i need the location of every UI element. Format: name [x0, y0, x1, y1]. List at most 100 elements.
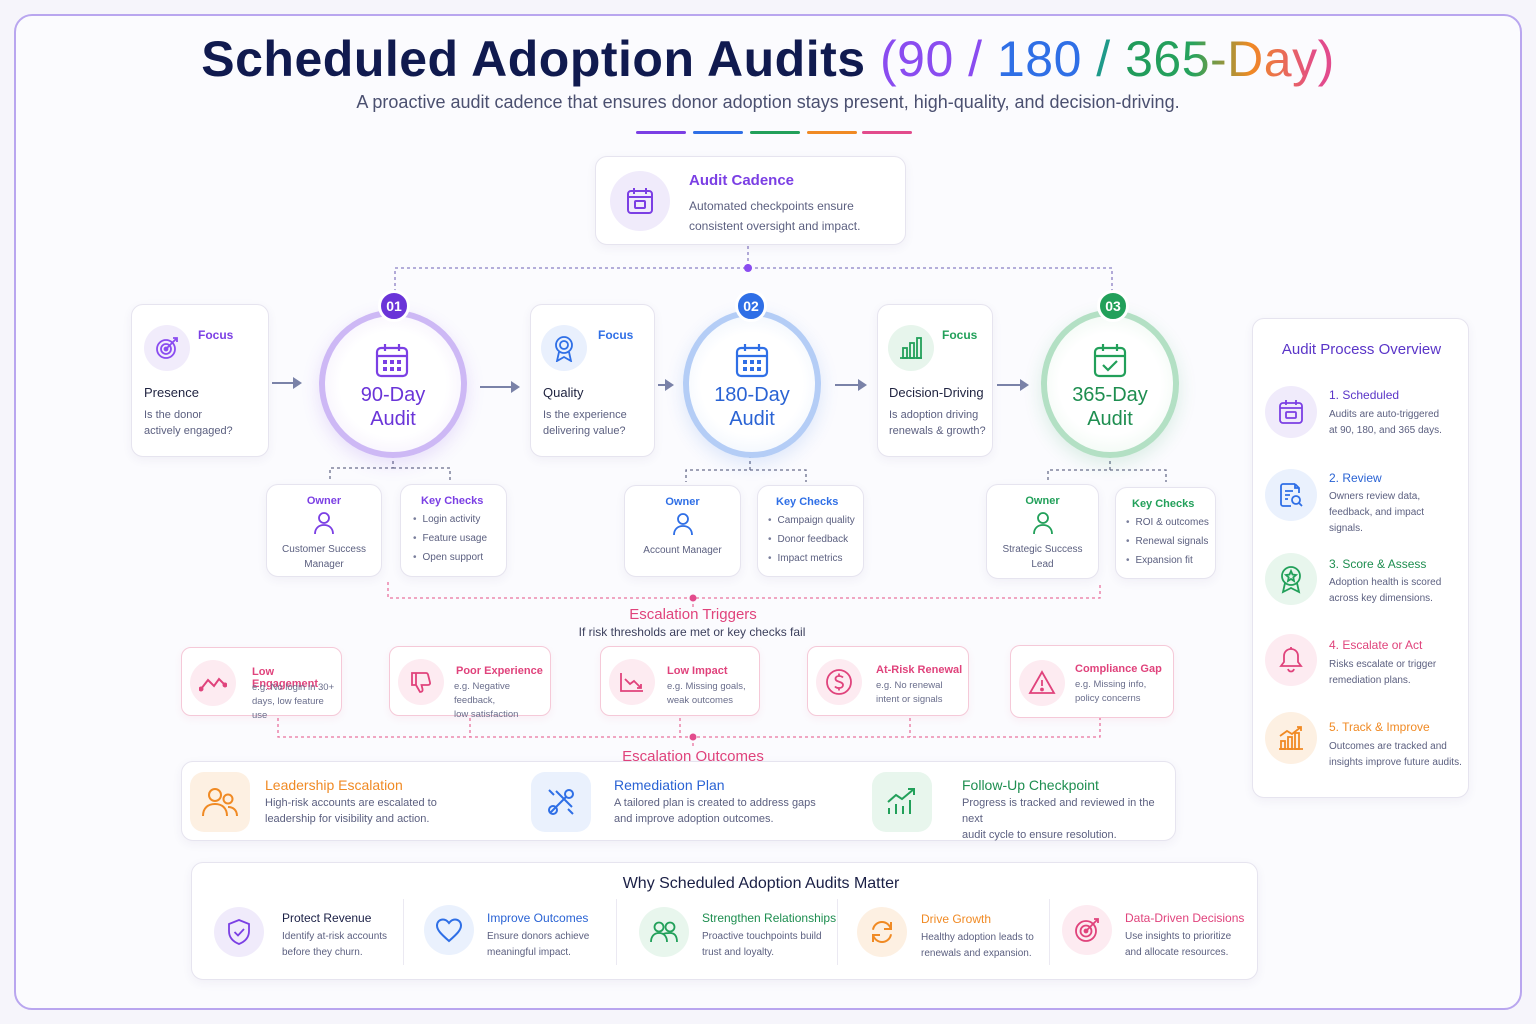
- escalation-outcomes-title: Escalation Outcomes: [622, 748, 764, 765]
- trigger-title: Compliance Gap: [1075, 663, 1162, 675]
- trigger-poor-experience: Poor Experience e.g. Negative feedback, l…: [389, 646, 551, 720]
- outcome-desc: High-risk accounts are escalated to leade…: [265, 797, 437, 825]
- audit-label: 90-Day Audit: [360, 384, 426, 430]
- divider: [1049, 899, 1050, 965]
- divider: [403, 899, 404, 965]
- process-step-desc: Audits are auto-triggered at 90, 180, and…: [1329, 409, 1442, 436]
- check-item: Open support: [413, 548, 506, 567]
- why-item-desc: Proactive touchpoints build trust and loy…: [702, 931, 822, 958]
- owner-role: Customer Success Manager: [282, 544, 366, 570]
- trigger-low-impact: Low Impact e.g. Missing goals, weak outco…: [600, 646, 760, 716]
- process-step-title: 2. Review: [1329, 471, 1382, 485]
- divider: [837, 899, 838, 965]
- check-item: Login activity: [413, 510, 506, 529]
- owner-label: Owner: [306, 495, 342, 507]
- stage-badge: 01: [378, 290, 410, 322]
- audit-cadence-card: Audit Cadence Automated checkpoints ensu…: [595, 156, 906, 245]
- why-item-desc: Use insights to prioritize and allocate r…: [1125, 931, 1232, 958]
- check-item: ROI & outcomes: [1126, 513, 1215, 532]
- calendar-icon: [610, 171, 670, 231]
- focus-label: Focus: [198, 328, 234, 342]
- title-sep-2: /: [1081, 31, 1126, 87]
- thumbs-down-icon: [398, 659, 444, 705]
- stage-badge: 03: [1097, 290, 1129, 322]
- audit-label: 180-Day Audit: [714, 384, 790, 430]
- check-item: Expansion fit: [1126, 551, 1215, 570]
- bar-chart-icon: [888, 325, 934, 371]
- process-step-desc: Outcomes are tracked and insights improve…: [1329, 741, 1462, 768]
- arrow-right: [658, 379, 674, 391]
- calendar-grid-icon: [373, 342, 411, 385]
- why-item-title: Strengthen Relationships: [702, 911, 837, 925]
- key-checks-label: Key Checks: [776, 496, 839, 508]
- ribbon-icon: [541, 325, 587, 371]
- bell-icon: [1265, 634, 1317, 686]
- focus-question: Is the experience delivering value?: [543, 409, 627, 437]
- owner-role: Account Manager: [643, 545, 722, 556]
- check-item: Impact metrics: [768, 549, 863, 568]
- target-icon: [1062, 905, 1112, 955]
- why-item-title: Drive Growth: [921, 912, 992, 926]
- trigger-compliance-gap: Compliance Gap e.g. Missing info, policy …: [1010, 645, 1174, 718]
- key-checks-card: Key Checks ROI & outcomes Renewal signal…: [1115, 487, 1216, 579]
- owner-role: Strategic Success Lead: [1002, 544, 1083, 570]
- calendar-icon: [1265, 386, 1317, 438]
- divider-pink: [862, 131, 912, 134]
- focus-title: Quality: [543, 385, 584, 400]
- growth-chart-icon: [872, 772, 932, 832]
- document-search-icon: [1265, 469, 1317, 521]
- trigger-desc: e.g. Negative feedback, low satisfaction: [454, 681, 519, 720]
- escalation-triggers-title: Escalation Triggers: [629, 606, 757, 623]
- why-item-desc: Ensure donors achieve meaningful impact.: [487, 931, 590, 958]
- target-icon: [144, 325, 190, 371]
- process-title: Audit Process Overview: [1281, 341, 1442, 358]
- owner-label: Owner: [665, 496, 700, 508]
- audit-90-day[interactable]: 90-Day Audit: [319, 310, 467, 458]
- owner-card: Owner Account Manager: [624, 485, 741, 577]
- arrow-right: [997, 379, 1029, 391]
- title-main: Scheduled Adoption Audits: [201, 31, 866, 87]
- why-item-desc: Healthy adoption leads to renewals and ex…: [921, 932, 1034, 959]
- key-checks-card: Key Checks Campaign quality Donor feedba…: [757, 485, 864, 577]
- title-180: 180: [996, 31, 1082, 87]
- trigger-at-risk-renewal: At-Risk Renewal e.g. No renewal intent or…: [807, 646, 969, 716]
- key-checks-list: ROI & outcomes Renewal signals Expansion…: [1126, 513, 1215, 570]
- audit-label: 365-Day Audit: [1072, 384, 1148, 430]
- arrow-right: [272, 377, 302, 389]
- process-step-desc: Risks escalate or trigger remediation pla…: [1329, 659, 1437, 686]
- escalation-triggers-subtitle: If risk thresholds are met or key checks…: [578, 625, 806, 639]
- divider-blue: [693, 131, 743, 134]
- page-subtitle: A proactive audit cadence that ensures d…: [356, 92, 1180, 112]
- process-step-title: 3. Score & Assess: [1329, 557, 1427, 571]
- process-step-title: 5. Track & Improve: [1329, 720, 1430, 734]
- trigger-desc: e.g. Missing info, policy concerns: [1075, 679, 1147, 704]
- owner-card: Owner Customer Success Manager: [266, 484, 382, 577]
- check-item: Campaign quality: [768, 511, 863, 530]
- warning-icon: [1019, 660, 1065, 706]
- outcome-desc: Progress is tracked and reviewed in the …: [962, 797, 1155, 841]
- focus-label: Focus: [942, 328, 978, 342]
- check-item: Renewal signals: [1126, 532, 1215, 551]
- person-icon: [987, 511, 1098, 540]
- why-item-desc: Identify at-risk accounts before they chu…: [282, 931, 388, 958]
- calendar-grid-icon: [733, 342, 771, 385]
- check-item: Donor feedback: [768, 530, 863, 549]
- trigger-title: Low Impact: [667, 665, 728, 677]
- refresh-icon: [857, 907, 907, 957]
- audit-180-day[interactable]: 180-Day Audit: [683, 310, 821, 458]
- key-checks-list: Login activity Feature usage Open suppor…: [413, 510, 506, 567]
- group-icon: [639, 907, 689, 957]
- audit-365-day[interactable]: 365-Day Audit: [1041, 310, 1179, 458]
- outcome-title: Remediation Plan: [614, 777, 725, 793]
- outcome-desc: A tailored plan is created to address ga…: [614, 797, 816, 825]
- why-item-title: Data-Driven Decisions: [1125, 911, 1245, 925]
- arrow-right: [835, 379, 867, 391]
- arrow-right: [480, 381, 520, 393]
- process-step-desc: Owners review data, feedback, and impact s…: [1329, 491, 1425, 534]
- title-365: 365-Day: [1125, 31, 1318, 87]
- chart-down-icon: [609, 659, 655, 705]
- process-step-desc: Adoption health is scored across key dime…: [1329, 577, 1442, 604]
- bar-chart-icon: [1265, 712, 1317, 764]
- key-checks-label: Key Checks: [421, 495, 484, 507]
